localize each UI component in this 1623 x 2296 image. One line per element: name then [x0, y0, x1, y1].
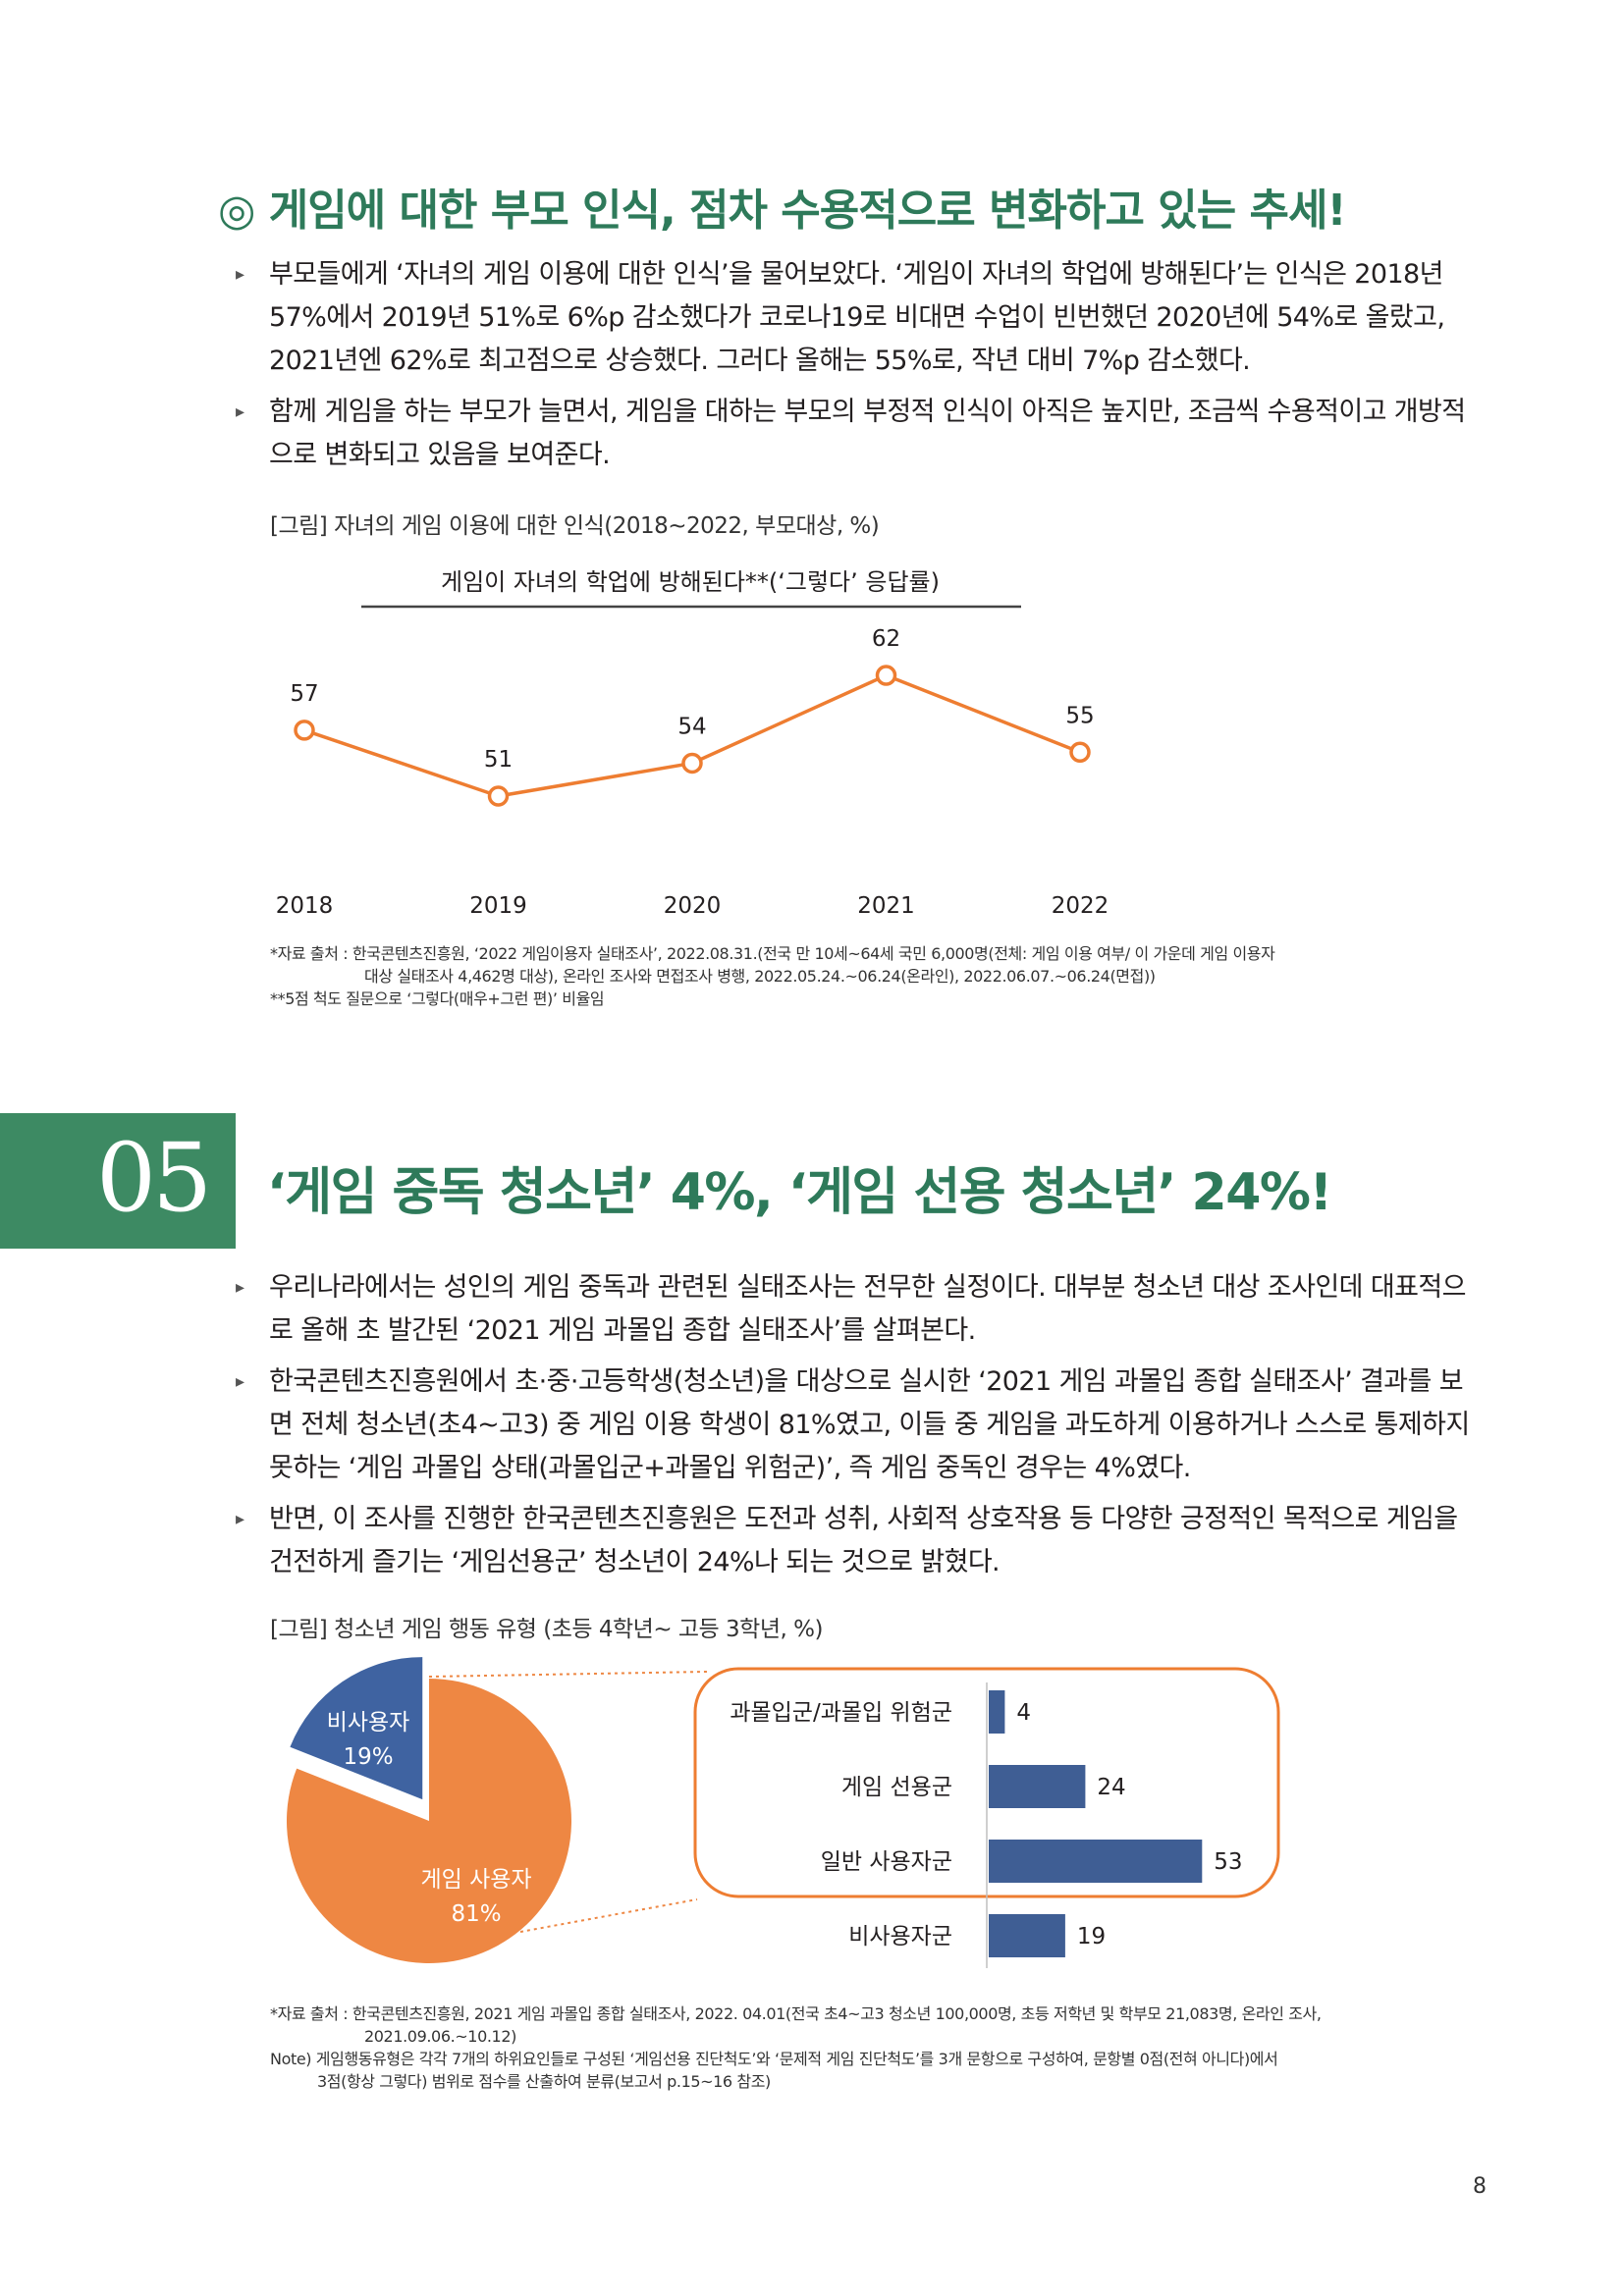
source-line: *자료 출처 : 한국콘텐츠진흥원, ‘2022 게임이용자 실태조사’, 20… — [270, 944, 1275, 963]
data-label: 51 — [484, 747, 513, 773]
bar-value-label: 4 — [1016, 1700, 1031, 1726]
source-line: 대상 실태조사 4,462명 대상), 온라인 조사와 면접조사 병행, 202… — [364, 967, 1156, 986]
section1-bullets: 부모들에게 ‘자녀의 게임 이용에 대한 인식’을 물어보았다. ‘게임이 자녀… — [236, 253, 1478, 485]
data-label: 57 — [290, 681, 318, 707]
figure-source-note: *자료 출처 : 한국콘텐츠진흥원, 2021 게임 과몰입 종합 실태조사, … — [270, 2002, 1322, 2093]
data-point — [875, 665, 897, 686]
data-point — [1069, 741, 1091, 764]
figure-caption: [그림] 청소년 게임 행동 유형 (초등 4학년~ 고등 3학년, %) — [270, 1617, 823, 1642]
section-number-box — [0, 1113, 236, 1249]
bar-category-label: 비사용자군 — [848, 1924, 952, 1949]
bullet-paragraph: 한국콘텐츠진흥원에서 초·중·고등학생(청소년)을 대상으로 실시한 ‘2021… — [236, 1361, 1478, 1490]
bar — [989, 1765, 1086, 1808]
data-point — [487, 785, 510, 807]
source-line: Note) 게임행동유형은 각각 7개의 하위요인들로 구성된 ‘게임선용 진단… — [270, 2050, 1278, 2068]
section-heading: ◎ 게임에 대한 부모 인식, 점차 수용적으로 변화하고 있는 추세! — [218, 186, 1347, 236]
bar-category-label: 게임 선용군 — [841, 1775, 952, 1800]
bullet-paragraph: 부모들에게 ‘자녀의 게임 이용에 대한 인식’을 물어보았다. ‘게임이 자녀… — [236, 253, 1478, 383]
pie-slice-non-user — [290, 1657, 423, 1800]
pie-label: 게임 사용자 — [420, 1867, 531, 1893]
bullet-paragraph: 우리나라에서는 성인의 게임 중독과 관련된 실태조사는 전무한 실정이다. 대… — [236, 1266, 1478, 1353]
bar-category-label: 과몰입군/과몰입 위험군 — [730, 1700, 952, 1726]
source-line: 2021.09.06.~10.12) — [364, 2027, 516, 2046]
bullet-paragraph: 함께 게임을 하는 부모가 늘면서, 게임을 대하는 부모의 부정적 인식이 아… — [236, 391, 1478, 477]
data-label: 62 — [872, 626, 900, 652]
source-line: **5점 척도 질문으로 ‘그렇다(매우+그런 편)’ 비율임 — [270, 989, 605, 1008]
pie-label: 비사용자 — [327, 1710, 410, 1735]
data-label: 55 — [1065, 703, 1094, 728]
data-label: 54 — [677, 714, 706, 739]
section-number: 05 — [96, 1123, 212, 1233]
bar — [989, 1690, 1005, 1734]
bar — [989, 1914, 1065, 1957]
figure-source-note: *자료 출처 : 한국콘텐츠진흥원, ‘2022 게임이용자 실태조사’, 20… — [270, 942, 1275, 1010]
x-tick-label: 2020 — [664, 893, 722, 919]
x-tick-label: 2019 — [469, 893, 527, 919]
bar-value-label: 53 — [1214, 1849, 1242, 1875]
connector-line — [428, 1671, 708, 1678]
section-heading: ‘게임 중독 청소년’ 4%, ‘게임 선용 청소년’ 24%! — [267, 1163, 1332, 1222]
pie-slice-game-user — [287, 1679, 572, 1963]
page-number: 8 — [1473, 2174, 1487, 2199]
x-tick-label: 2018 — [276, 893, 334, 919]
pie-value-label: 19% — [343, 1744, 393, 1770]
bar-value-label: 19 — [1077, 1924, 1106, 1949]
chart-title: 게임이 자녀의 학업에 방해된다**(‘그렇다’ 응답률) — [441, 568, 940, 596]
data-point — [681, 752, 703, 774]
pie-value-label: 81% — [451, 1901, 501, 1927]
bar-value-label: 24 — [1097, 1775, 1125, 1800]
bullet-paragraph: 반면, 이 조사를 진행한 한국콘텐츠진흥원은 도전과 성취, 사회적 상호작용… — [236, 1498, 1478, 1584]
connector-line — [519, 1898, 698, 1933]
source-line: *자료 출처 : 한국콘텐츠진흥원, 2021 게임 과몰입 종합 실태조사, … — [270, 2004, 1322, 2023]
section2-bullets: 우리나라에서는 성인의 게임 중독과 관련된 실태조사는 전무한 실정이다. 대… — [236, 1266, 1478, 1592]
source-line: 3점(항상 그렇다) 범위로 점수를 산출하여 분류(보고서 p.15~16 참… — [317, 2072, 771, 2091]
bar-category-label: 일반 사용자군 — [821, 1849, 952, 1875]
data-point — [294, 720, 315, 741]
x-tick-label: 2022 — [1052, 893, 1109, 919]
figure-caption: [그림] 자녀의 게임 이용에 대한 인식(2018~2022, 부모대상, %… — [270, 513, 880, 539]
x-tick-label: 2021 — [857, 893, 915, 919]
bar — [989, 1840, 1203, 1883]
